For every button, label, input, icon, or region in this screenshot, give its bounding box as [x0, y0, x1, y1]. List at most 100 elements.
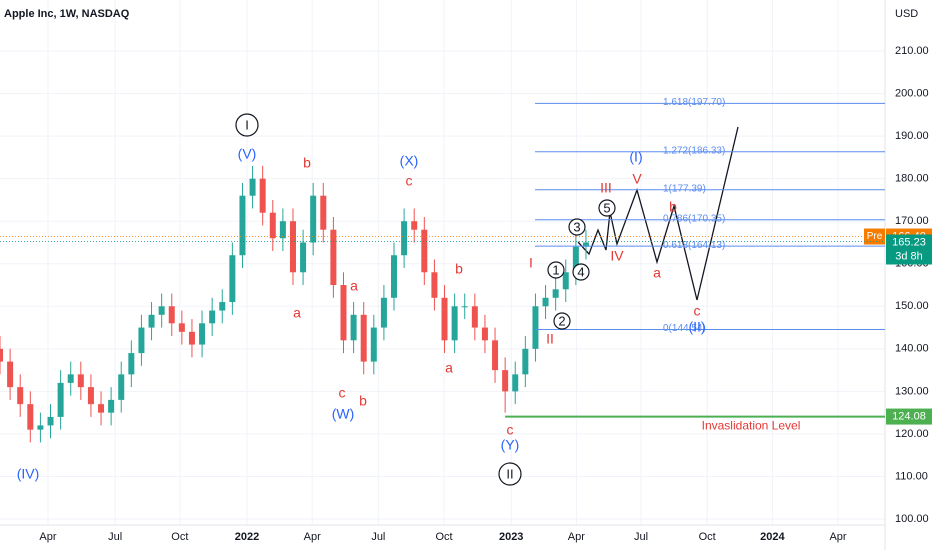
wave-label: 5 [603, 200, 610, 215]
wave-label: (IV) [17, 466, 40, 482]
candle-body [148, 314, 155, 328]
wave-label: (V) [238, 146, 257, 162]
y-tick-label: 210.00 [895, 45, 929, 57]
candle-body [27, 404, 34, 430]
wave-circle [553, 312, 571, 330]
candle-body [502, 370, 509, 392]
chart-title: Apple Inc, 1W, NASDAQ [4, 8, 130, 20]
candle-body [542, 297, 549, 307]
pre-label: Pre [867, 231, 883, 242]
wave-label: (Y) [501, 437, 520, 453]
pre-tag [864, 228, 885, 245]
wave-label: c [406, 173, 413, 189]
wave-label: V [632, 171, 642, 187]
wave-label: IV [610, 248, 624, 264]
x-tick-label: Jul [634, 531, 648, 543]
y-tick-label: 200.00 [895, 87, 929, 99]
candle-body [370, 327, 377, 362]
price-tag [886, 234, 932, 265]
y-tick-label: 150.00 [895, 300, 929, 312]
wave-circle [498, 462, 522, 486]
price-tag-label: 165.23 [892, 236, 926, 248]
wave-label: (W) [332, 406, 355, 422]
candle-body [87, 387, 94, 405]
wave-label: b [455, 261, 463, 277]
candle-body [350, 314, 357, 341]
y-tick-label: 180.00 [895, 173, 929, 185]
candle-body [492, 340, 499, 371]
candle-body [209, 310, 216, 324]
candle-body [300, 242, 307, 273]
wave-label: a [653, 265, 661, 281]
fib-label: 0.786(170.35) [663, 213, 725, 224]
candle-body [57, 382, 64, 417]
wave-label: III [600, 180, 612, 196]
candle-body [158, 306, 165, 315]
wave-circle [235, 113, 259, 137]
fib-label: 1(177.39) [663, 183, 706, 194]
candle-body [582, 242, 589, 247]
candle-body [522, 348, 529, 375]
x-tick-label: Apr [39, 531, 56, 543]
wave-circle [572, 263, 590, 281]
wave-label: (X) [400, 153, 419, 169]
x-tick-label: Jul [371, 531, 385, 543]
wave-label: b [669, 199, 677, 215]
projection-path [577, 126, 739, 301]
candle-body [320, 195, 327, 230]
candle-body [481, 327, 488, 341]
x-tick-label: Apr [829, 531, 846, 543]
y-tick-label: 110.00 [895, 470, 928, 482]
candle-body [168, 306, 175, 324]
candle-body [67, 374, 74, 383]
wave-circle [598, 199, 616, 217]
x-tick-label: 2024 [760, 531, 785, 543]
wave-label: b [359, 393, 367, 409]
candle-body [552, 289, 559, 298]
x-tick-label: 2023 [499, 531, 523, 543]
x-tick-label: 2022 [235, 531, 259, 543]
wave-label: 2 [558, 313, 565, 328]
candle-body [7, 361, 14, 388]
candle-body [37, 425, 44, 430]
price-tag [886, 408, 932, 425]
candle-body [572, 246, 579, 273]
candle-body [249, 178, 256, 196]
y-tick-label: 130.00 [895, 385, 929, 397]
wave-label: II [506, 466, 513, 481]
candle-body [259, 178, 266, 213]
x-tick-label: Apr [568, 531, 585, 543]
wave-label: (I) [629, 149, 642, 165]
countdown: 3d 8h [895, 250, 923, 262]
wave-label: b [303, 155, 311, 171]
wave-label: I [245, 117, 249, 132]
wave-circle [568, 218, 586, 236]
candle-body [421, 229, 428, 273]
candle-body [411, 221, 418, 230]
x-tick-label: Jul [108, 531, 122, 543]
x-tick-label: Oct [699, 531, 716, 543]
x-tick-label: Apr [304, 531, 321, 543]
wave-label: 4 [577, 264, 584, 279]
wave-label: a [350, 278, 358, 294]
candle-body [77, 374, 84, 388]
wave-circle [547, 261, 565, 279]
candle-body [17, 387, 24, 405]
x-tick-label: Oct [171, 531, 188, 543]
wave-label: c [339, 385, 346, 401]
candle-body [229, 255, 236, 303]
y-tick-label: 100.00 [895, 513, 929, 525]
candle-body [431, 272, 438, 298]
candle-body [239, 195, 246, 256]
y-tick-label: 140.00 [895, 343, 929, 355]
candle-body [219, 302, 226, 311]
fib-label: 1.618(197.70) [663, 97, 725, 108]
fib-label: 0(144.54) [663, 323, 706, 334]
candle-body [279, 221, 286, 239]
wave-label: a [293, 305, 301, 321]
candle-body [340, 285, 347, 341]
wave-label: (II) [688, 319, 705, 335]
wave-label: 1 [552, 262, 559, 277]
candle-body [47, 416, 54, 426]
